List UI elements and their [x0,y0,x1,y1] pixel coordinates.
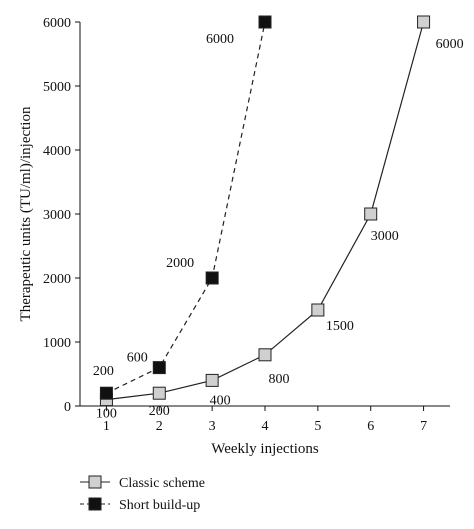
legend-label-short-build-up: Short build-up [119,498,200,513]
y-axis-title: Therapeutic units (TU/ml)/injection [18,106,34,321]
data-point-classic-scheme [152,386,166,400]
data-label-short-build-up: 6000 [206,32,234,47]
data-point-classic-scheme [258,348,272,362]
data-label-classic-scheme: 800 [269,372,290,387]
legend: Classic scheme Short build-up [80,475,205,513]
x-tick-label: 2 [156,419,163,434]
data-point-short-build-up [152,361,166,375]
y-tick-label: 6000 [43,16,71,31]
data-point-short-build-up [205,271,219,285]
y-tick-label: 1000 [43,336,71,351]
x-tick-label: 6 [367,419,374,434]
y-tick-label: 5000 [43,80,71,95]
legend-marker-classic-scheme [88,475,102,489]
data-label-classic-scheme: 400 [210,393,231,408]
x-tick-label: 3 [209,419,216,434]
x-ticks: 1 2 3 4 5 6 7 [103,406,427,434]
data-label-classic-scheme: 100 [96,407,117,422]
x-tick-label: 7 [420,419,427,434]
data-point-classic-scheme [364,207,378,221]
data-label-short-build-up: 600 [127,351,148,366]
data-label-classic-scheme: 200 [149,404,170,419]
legend-marker-short-build-up [88,497,102,511]
data-point-classic-scheme [311,303,325,317]
y-tick-label: 0 [64,400,71,415]
y-tick-label: 2000 [43,272,71,287]
legend-item-classic-scheme: Classic scheme [80,475,205,491]
y-ticks: 0 1000 2000 3000 4000 5000 6000 [43,16,80,415]
x-axis-title: Weekly injections [211,441,319,457]
y-tick-label: 3000 [43,208,71,223]
data-point-short-build-up [258,15,272,29]
y-tick-label: 4000 [43,144,71,159]
legend-label-classic-scheme: Classic scheme [119,476,205,491]
data-point-classic-scheme [417,15,431,29]
x-tick-label: 4 [262,419,269,434]
series-layer [99,15,431,407]
data-point-classic-scheme [205,373,219,387]
x-tick-label: 1 [103,419,110,434]
data-label-classic-scheme: 3000 [371,229,399,244]
legend-item-short-build-up: Short build-up [80,497,200,513]
data-labels: 100 200 400 800 1500 3000 6000 200 600 2000 6000 [93,32,464,422]
data-label-classic-scheme: 6000 [436,37,464,52]
data-label-short-build-up: 2000 [166,256,194,271]
series-line-short-build-up [106,21,266,394]
data-label-short-build-up: 200 [93,364,114,379]
x-tick-label: 5 [314,419,321,434]
data-label-classic-scheme: 1500 [326,319,354,334]
data-point-short-build-up [99,386,113,400]
